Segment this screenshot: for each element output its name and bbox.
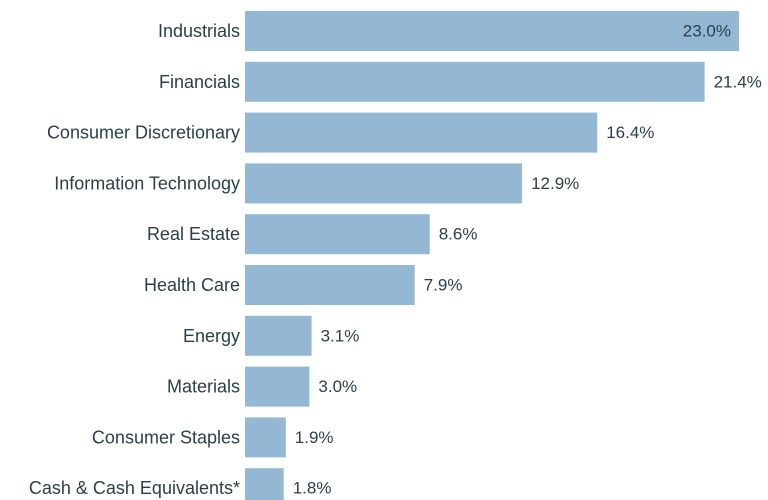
value-label: 1.8%: [293, 479, 332, 498]
value-label: 12.9%: [531, 174, 579, 193]
value-label: 3.0%: [318, 377, 357, 396]
value-label: 7.9%: [424, 276, 463, 295]
category-label: Industrials: [158, 21, 240, 41]
plot-area: Industrials 23.0% Financials 21.4% Consumer …: [29, 11, 762, 500]
category-label: Energy: [183, 326, 240, 346]
bar: [245, 163, 523, 204]
category-label: Cash & Cash Equivalents*: [29, 478, 240, 498]
bar: [245, 11, 739, 51]
category-label: Materials: [167, 377, 240, 397]
bar: [245, 366, 310, 407]
value-label: 23.0%: [683, 22, 731, 41]
bar: [245, 315, 312, 356]
bar: [245, 61, 705, 102]
bar: [245, 214, 430, 255]
category-label: Information Technology: [54, 173, 240, 193]
bar: [245, 468, 284, 500]
value-label: 1.9%: [295, 428, 334, 447]
category-label: Real Estate: [147, 224, 240, 244]
value-label: 16.4%: [606, 123, 654, 142]
category-label: Consumer Discretionary: [47, 123, 240, 143]
bar: [245, 417, 286, 458]
value-label: 21.4%: [714, 72, 762, 91]
value-label: 8.6%: [439, 225, 478, 244]
category-label: Consumer Staples: [92, 427, 240, 447]
category-label: Health Care: [144, 275, 240, 295]
value-label: 3.1%: [321, 326, 360, 345]
bar: [245, 265, 415, 305]
category-label: Financials: [159, 72, 240, 92]
bar: [245, 112, 598, 153]
